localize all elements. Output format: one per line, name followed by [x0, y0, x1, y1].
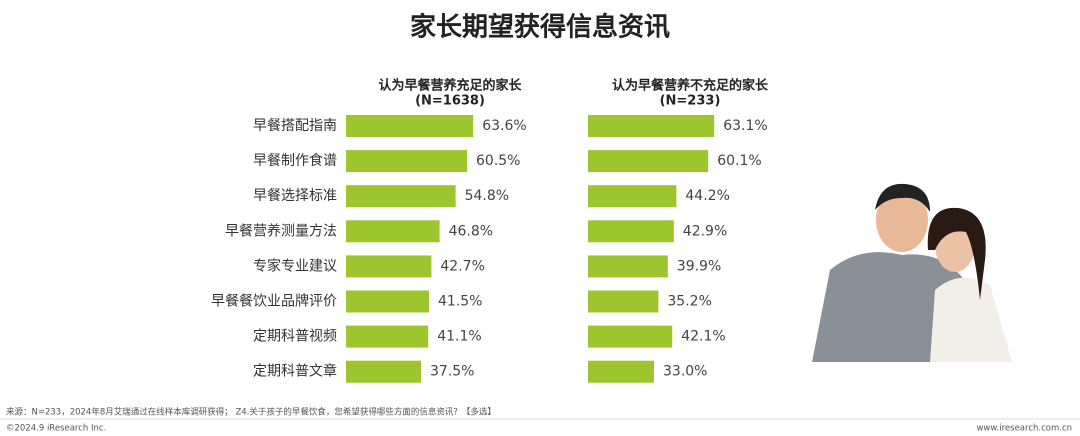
- photo: [808, 183, 1014, 363]
- woman-hair: [927, 207, 986, 300]
- panel-title: 认为早餐营养充足的家长: [378, 78, 522, 94]
- bar: [346, 220, 440, 243]
- panel-subtitle: (N=233): [660, 94, 721, 109]
- y-tick-label: 早餐选择标准: [253, 188, 337, 204]
- bar: [588, 290, 659, 313]
- bar: [588, 325, 673, 348]
- value-label: 54.8%: [465, 188, 509, 204]
- website: www.iresearch.com.cn: [976, 424, 1072, 434]
- bar: [346, 325, 429, 348]
- woman-top: [930, 277, 1012, 362]
- y-tick-label: 早餐制作食谱: [253, 152, 337, 169]
- panel-title: 认为早餐营养不充足的家长: [612, 78, 769, 94]
- man-hair: [875, 183, 930, 212]
- bar: [346, 115, 474, 137]
- value-label: 44.2%: [685, 188, 729, 204]
- value-label: 41.5%: [438, 294, 482, 310]
- bar: [588, 255, 668, 278]
- value-label: 35.2%: [667, 294, 711, 310]
- bar: [346, 185, 456, 208]
- bar: [346, 255, 432, 278]
- value-label: 60.5%: [476, 153, 520, 169]
- value-label: 39.9%: [677, 258, 721, 274]
- bar: [588, 360, 654, 383]
- value-label: 37.5%: [430, 364, 474, 380]
- value-label: 46.8%: [449, 223, 493, 239]
- copyright: ©2024.9 iResearch Inc.: [6, 424, 106, 434]
- bar: [588, 115, 715, 137]
- value-label: 42.7%: [440, 258, 484, 274]
- value-label: 42.9%: [683, 223, 727, 239]
- y-tick-label: 早餐营养测量方法: [225, 223, 337, 239]
- bar: [588, 220, 674, 243]
- bar: [588, 185, 677, 208]
- y-tick-label: 专家专业建议: [253, 257, 337, 274]
- y-tick-label: 定期科普文章: [253, 363, 337, 380]
- value-label: 42.1%: [681, 329, 725, 345]
- man-face: [876, 188, 928, 252]
- bar: [346, 290, 429, 313]
- y-tick-label: 早餐搭配指南: [253, 118, 337, 134]
- page-title: 家长期望获得信息资讯: [410, 12, 670, 43]
- value-label: 63.1%: [723, 118, 767, 134]
- value-label: 63.6%: [482, 118, 526, 134]
- value-label: 33.0%: [663, 364, 707, 380]
- bar: [346, 150, 467, 173]
- value-label: 41.1%: [437, 329, 481, 345]
- bar: [588, 150, 709, 173]
- y-tick-label: 定期科普视频: [253, 329, 337, 345]
- bar: [346, 360, 421, 383]
- value-label: 60.1%: [717, 153, 761, 169]
- y-tick-label: 早餐餐饮业品牌评价: [211, 293, 337, 310]
- panel-subtitle: (N=1638): [415, 94, 485, 109]
- source-note: 来源：N=233，2024年8月艾瑞通过在线样本库调研获得； Z4.关于孩子的早…: [6, 407, 496, 418]
